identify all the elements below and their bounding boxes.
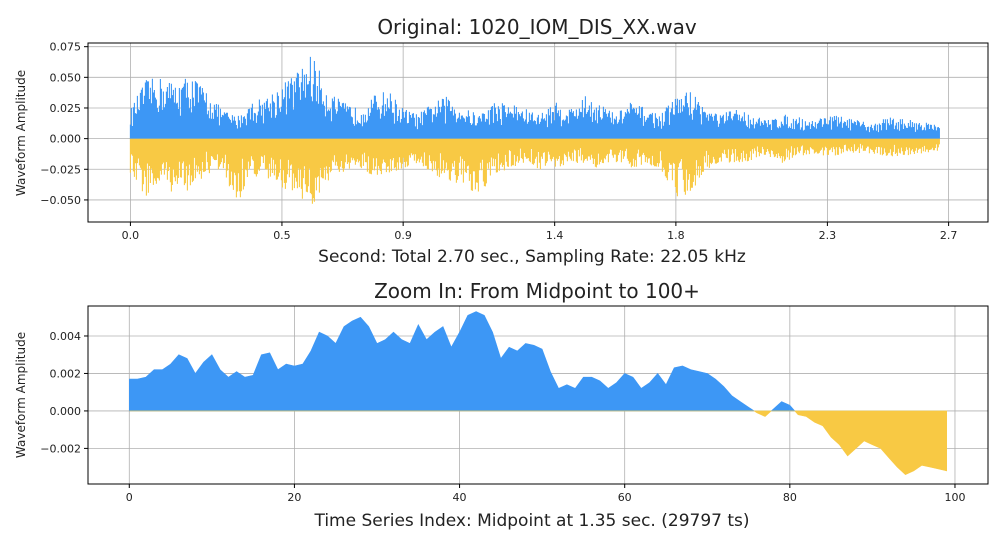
x-tick-label: 100 (944, 491, 965, 504)
x-tick-label: 0.9 (394, 229, 412, 242)
y-tick-label: −0.025 (40, 163, 81, 176)
negative-waveform (129, 138, 940, 204)
zoom-waveform-chart: Zoom In: From Midpoint to 100+ 0 20 40 60 80… (14, 279, 989, 531)
chart-title: Original: 1020_IOM_DIS_XX.wav (377, 15, 697, 39)
x-axis-label: Time Series Index: Midpoint at 1.35 sec.… (313, 511, 749, 531)
y-axis-label: Waveform Amplitude (14, 70, 28, 196)
x-tick-label: 2.3 (819, 229, 837, 242)
y-tick-label: 0.004 (50, 330, 82, 343)
x-tick-label: 2.7 (940, 229, 958, 242)
plot-frame (87, 305, 989, 485)
y-tick-label: 0.025 (50, 102, 82, 115)
x-tick-label: 80 (783, 491, 797, 504)
positive-area (129, 311, 947, 412)
x-tick-label: 0 (126, 491, 133, 504)
x-axis-label: Second: Total 2.70 sec., Sampling Rate: … (318, 247, 746, 267)
y-tick-label: 0.002 (50, 367, 82, 380)
y-tick-label: −0.002 (40, 442, 81, 455)
y-tick-label: 0.050 (50, 71, 82, 84)
positive-waveform (129, 56, 940, 139)
y-axis-label: Waveform Amplitude (14, 332, 28, 458)
x-tick-label: 0.5 (273, 229, 291, 242)
x-tick-label: 40 (453, 491, 467, 504)
plot-frame (87, 42, 989, 223)
x-tick-label: 0.0 (122, 229, 140, 242)
y-tick-label: 0.000 (50, 405, 82, 418)
y-tick-label: −0.050 (40, 194, 81, 207)
y-tick-label: 0.000 (50, 133, 82, 146)
chart-title: Zoom In: From Midpoint to 100+ (374, 279, 700, 303)
x-tick-label: 60 (618, 491, 632, 504)
x-tick-label: 20 (287, 491, 301, 504)
y-tick-label: 0.075 (50, 41, 82, 54)
x-tick-label: 1.8 (667, 229, 685, 242)
x-tick-label: 1.4 (546, 229, 564, 242)
original-waveform-chart: Original: 1020_IOM_DIS_XX.wav 0.0 0.5 0.9 1… (14, 15, 989, 267)
negative-area (129, 410, 947, 475)
